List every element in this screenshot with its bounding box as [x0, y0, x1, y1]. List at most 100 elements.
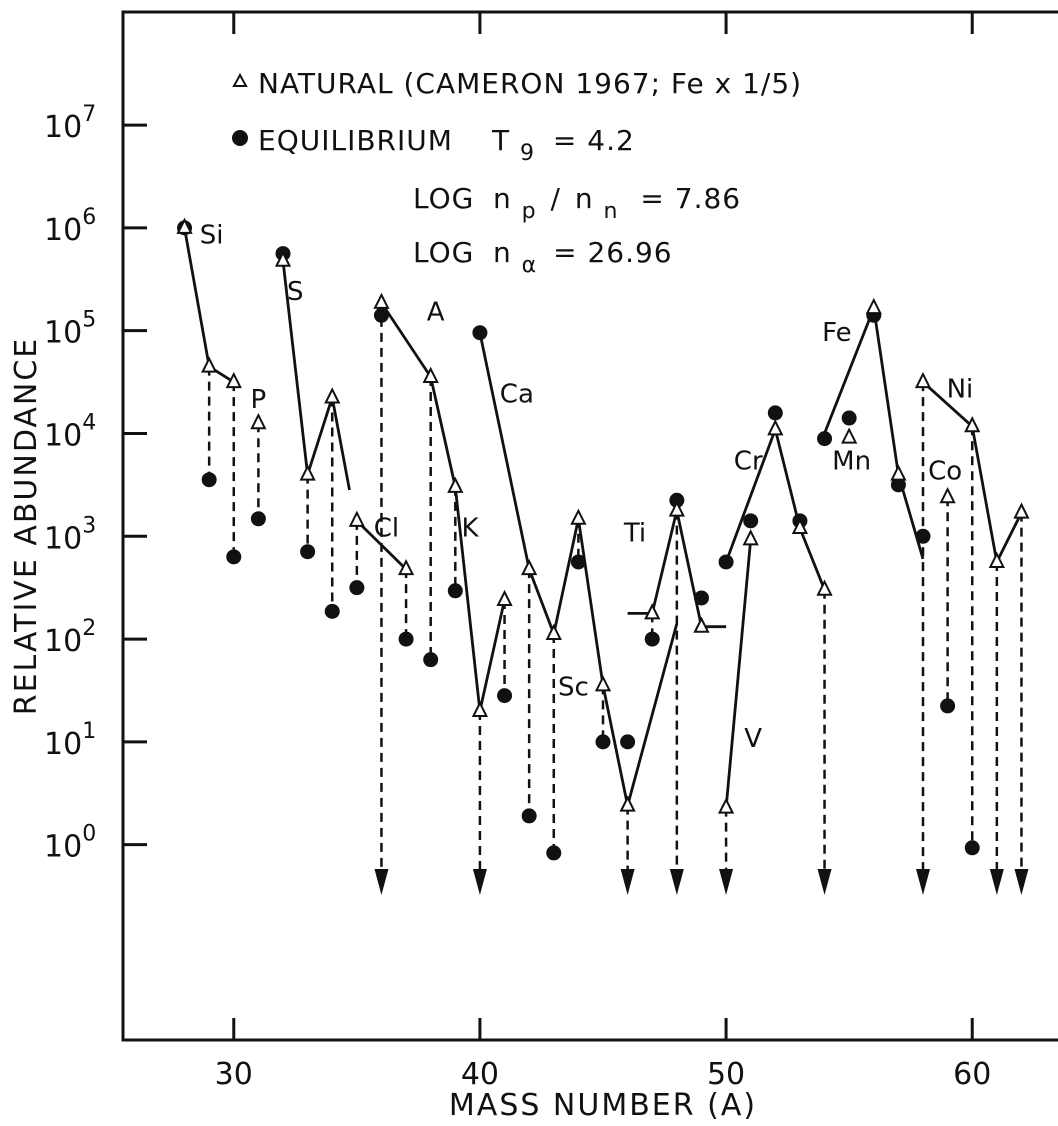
natural-point: [176, 217, 193, 234]
equilibrium-point: [472, 325, 488, 341]
equilibrium-point: [324, 603, 340, 619]
natural-point: [348, 510, 365, 527]
y-tick-label: 104: [44, 410, 96, 453]
natural-point: [471, 700, 489, 718]
natural-curve: [922, 381, 1023, 567]
element-label: P: [251, 385, 267, 415]
natural-point: [841, 427, 858, 444]
natural-point: [668, 500, 685, 517]
natural-point: [791, 517, 809, 535]
equilibrium-point: [620, 734, 636, 750]
natural-point: [717, 797, 735, 814]
natural-point: [324, 387, 341, 404]
equilibrium-point: [250, 511, 266, 527]
plot-frame: [121, 10, 1058, 1042]
x-tick-label: 40: [461, 1057, 499, 1092]
dashed-links: [207, 366, 974, 853]
equilibrium-point: [226, 549, 242, 565]
arrow-head: [1014, 868, 1029, 895]
element-label: K: [462, 513, 480, 543]
natural-point: [447, 476, 464, 493]
natural-point: [1013, 502, 1030, 519]
equilibrium-point: [447, 583, 463, 599]
equilibrium-point: [743, 513, 759, 529]
x-tick-label: 60: [953, 1057, 991, 1092]
y-tick-label: 100: [44, 822, 96, 865]
y-tick-label: 105: [44, 308, 96, 351]
equilibrium-point: [300, 544, 316, 560]
arrow-head: [719, 868, 734, 895]
arrow-head: [916, 868, 930, 895]
equilibrium-point: [644, 631, 660, 647]
natural-point: [644, 603, 661, 620]
equilibrium-point: [841, 410, 857, 426]
natural-point: [570, 508, 587, 525]
natural-point: [521, 558, 538, 576]
equilibrium-point: [767, 405, 783, 421]
natural-curve: [281, 260, 351, 491]
arrow-head: [620, 868, 635, 895]
arrow-head: [669, 868, 684, 895]
natural-curve: [724, 424, 826, 591]
element-label: Cr: [734, 446, 763, 476]
x-tick-labels: 30 40 50 60: [215, 1057, 992, 1092]
natural-curve: [724, 539, 753, 808]
y-tick-label: 106: [44, 205, 96, 248]
x-tick-label: 50: [707, 1057, 745, 1092]
element-label: Sc: [558, 673, 589, 703]
legend-natural-marker: [232, 72, 248, 87]
log-np-nn: LOG n p / n n = 7.86: [413, 182, 741, 225]
equilibrium-point: [373, 307, 389, 323]
natural-point: [274, 250, 292, 267]
natural-point: [890, 464, 907, 481]
natural-point: [767, 419, 784, 436]
element-label: Co: [928, 457, 962, 487]
natural-point: [693, 616, 710, 633]
x-axis-title: MASS NUMBER (A): [449, 1088, 757, 1123]
equilibrium-points: [177, 220, 980, 861]
natural-point: [939, 486, 956, 504]
natural-point: [619, 795, 636, 812]
axis-ticks: [123, 12, 974, 1040]
element-labels: Si S P A Cl K Ca Sc Ti V Cr Fe Mn Co Ni: [200, 220, 974, 754]
arrow-head: [472, 868, 487, 895]
element-label: Cl: [374, 513, 399, 543]
element-label: Ni: [947, 375, 974, 405]
natural-curve: [823, 302, 925, 560]
equilibrium-point: [349, 580, 365, 596]
log-annotations: LOG n p / n n = 7.86 LOG n α = 26.96: [413, 182, 741, 279]
arrow-head: [817, 868, 832, 895]
natural-point: [496, 589, 513, 607]
x-tick-label: 30: [215, 1057, 253, 1092]
log-n-alpha: LOG n α = 26.96: [413, 236, 673, 279]
equilibrium-point: [890, 477, 906, 493]
element-label: A: [427, 297, 445, 327]
arrow-head: [374, 868, 389, 895]
natural-point: [250, 412, 267, 430]
natural-point: [964, 416, 981, 433]
natural-point: [865, 297, 882, 315]
y-axis-title: RELATIVE ABUNDANCE: [9, 337, 44, 716]
legend-equilibrium-marker: [232, 130, 248, 146]
natural-points: [176, 217, 1030, 814]
element-label: Si: [200, 220, 224, 250]
y-tick-label: 102: [44, 616, 96, 659]
equilibrium-point: [940, 698, 956, 714]
element-label: Ca: [500, 380, 534, 410]
y-tick-label: 107: [44, 102, 96, 145]
element-label: Mn: [832, 446, 871, 476]
natural-point: [422, 366, 439, 383]
natural-point: [373, 292, 390, 309]
equilibrium-point: [718, 554, 734, 570]
natural-point: [594, 675, 612, 692]
natural-point: [742, 529, 759, 546]
equilibrium-point: [521, 808, 537, 824]
element-label: S: [287, 277, 304, 307]
equilibrium-point: [964, 840, 980, 856]
y-tick-label: 103: [44, 513, 96, 556]
equilibrium-point: [817, 431, 833, 447]
natural-point: [397, 558, 415, 576]
natural-point: [225, 371, 242, 389]
element-label: V: [744, 724, 762, 754]
y-tick-labels: 100 101 102 103 104 105 106 107: [44, 102, 96, 865]
